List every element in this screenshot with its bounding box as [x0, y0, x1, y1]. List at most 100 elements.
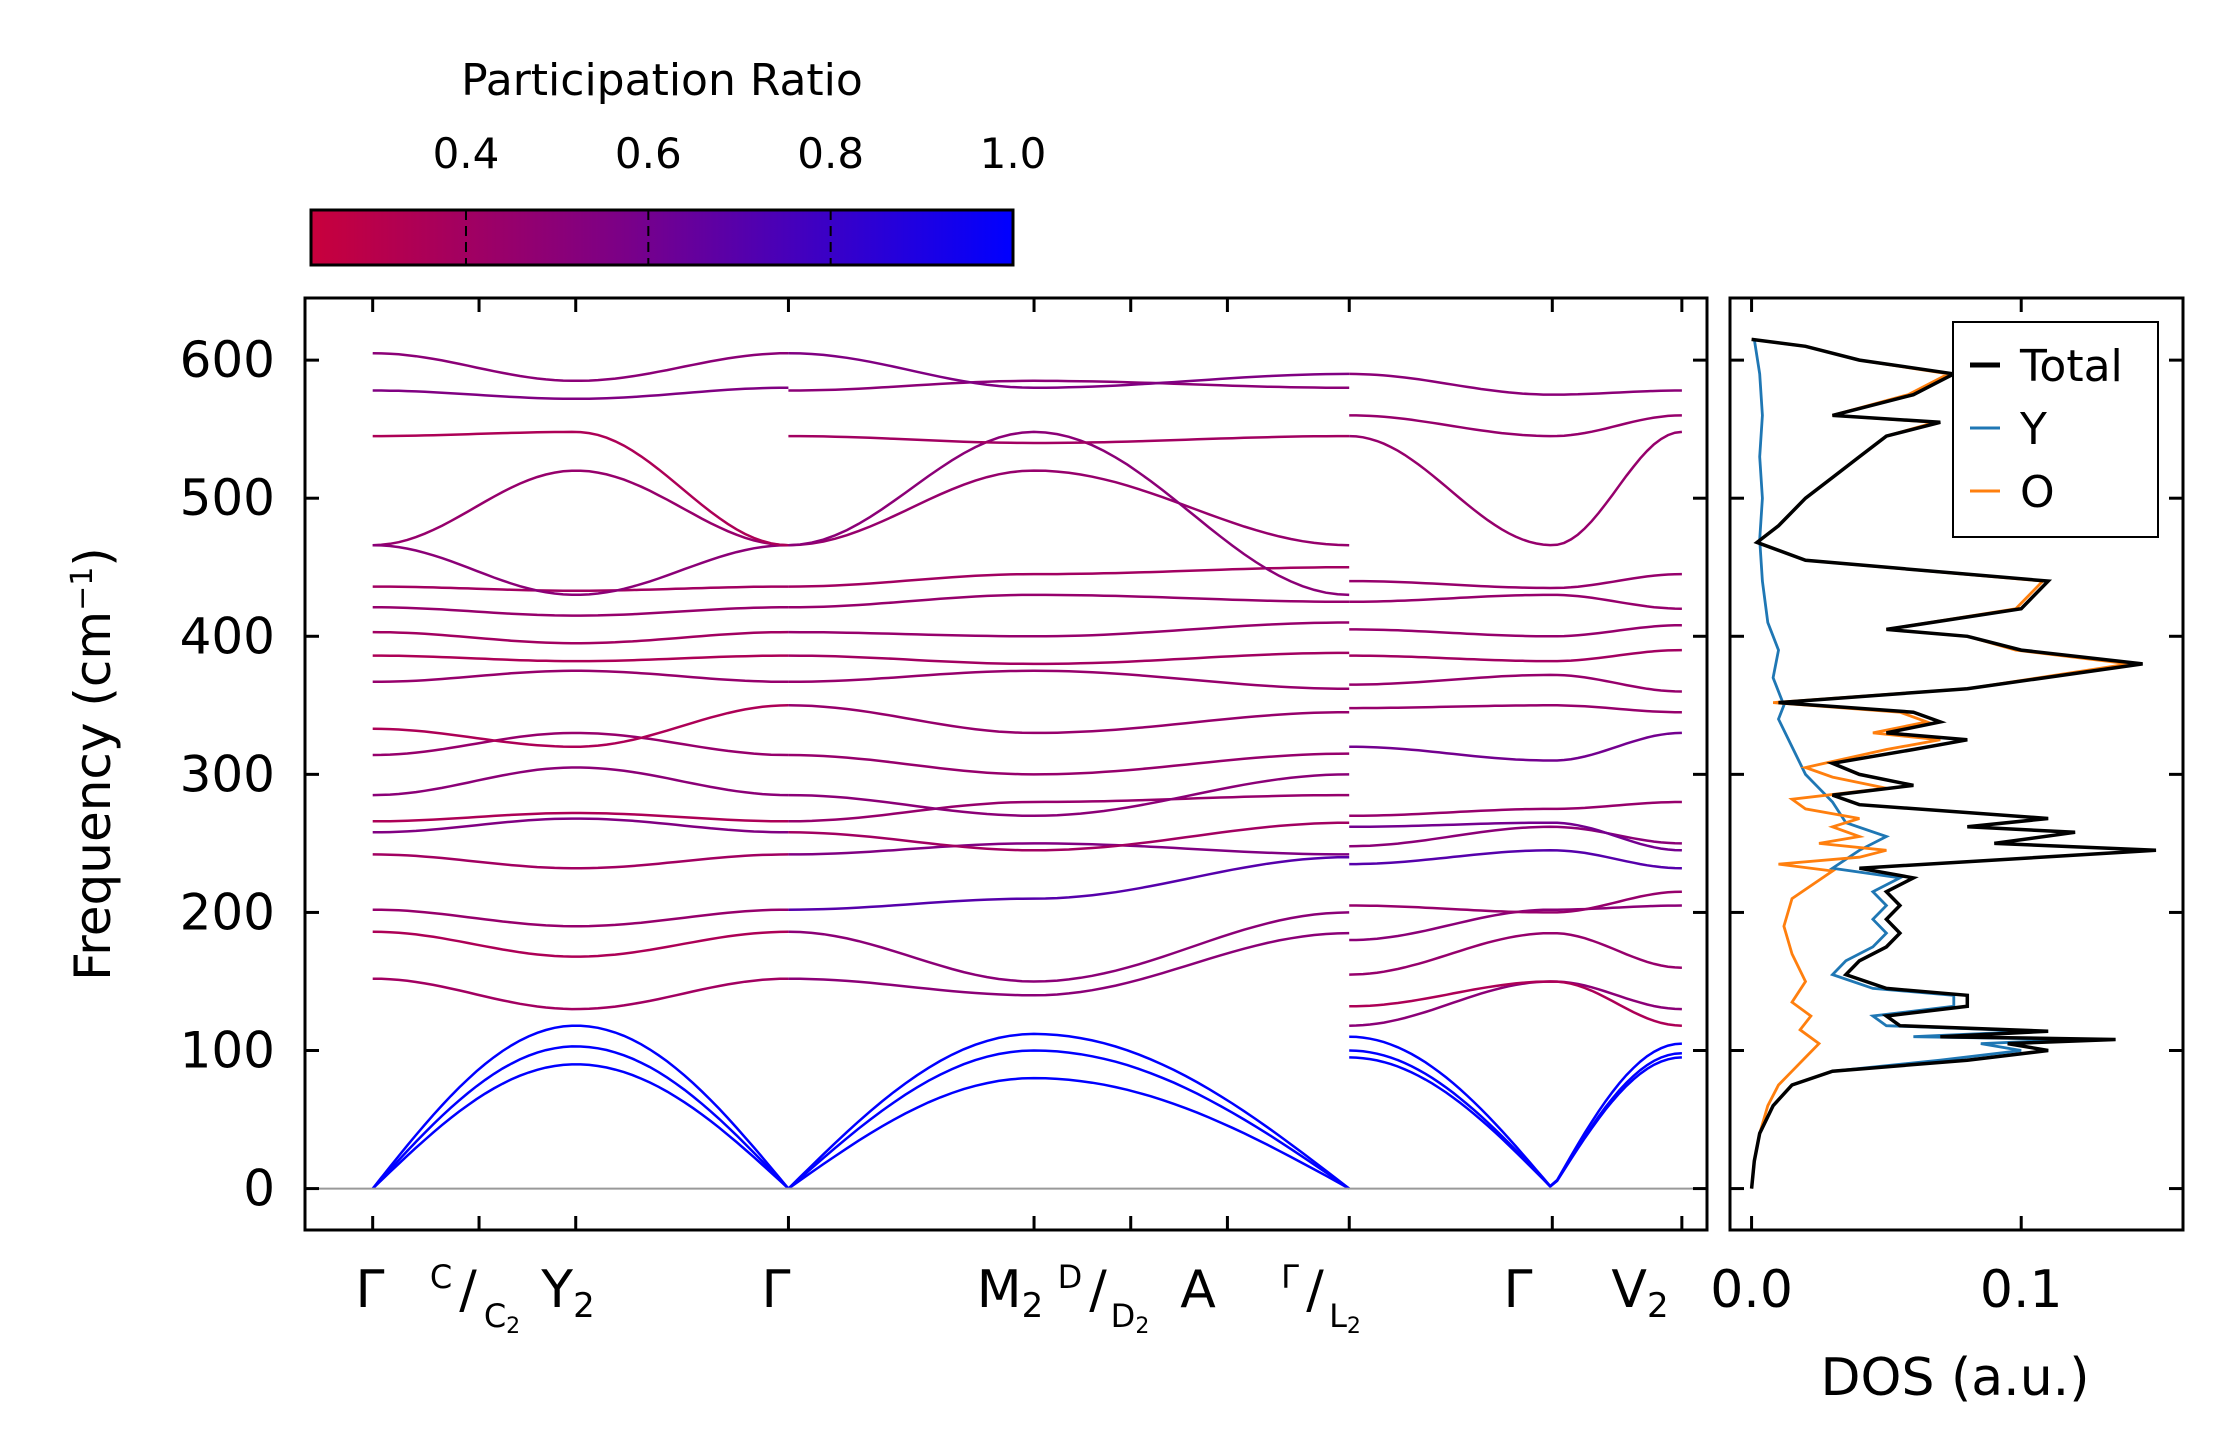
band-structure-frame: [303, 296, 1709, 1232]
optical-band: [788, 351, 1350, 389]
y-axis-label-unit: −1: [65, 567, 100, 611]
optical-band: [788, 434, 1350, 445]
kpoint-label-m2-sub: 2: [1022, 1286, 1044, 1326]
kpoint-label-c2-sub: 2: [506, 1314, 520, 1339]
optical-band: [372, 585, 789, 592]
optical-band: [372, 930, 789, 958]
kpoint-label-d: D: [1058, 1258, 1083, 1296]
optical-band: [788, 565, 1350, 588]
optical-band: [372, 654, 789, 663]
kpoint-label-d-d2: D / D2: [1058, 1258, 1150, 1339]
acoustic-branch: [1349, 1049, 1682, 1189]
dos-legend: Total Y O: [1952, 321, 2159, 538]
y-axis-label-main: Frequency (cm: [64, 611, 122, 981]
kpoint-label-gamma-1: Γ: [356, 1260, 385, 1320]
kpoint-label-gamma-3: Γ: [1504, 1260, 1533, 1320]
y-tick-label: 400: [180, 607, 275, 665]
kpoint-label-l2: L2: [1329, 1297, 1361, 1339]
optical-band: [1349, 593, 1682, 610]
colorbar-tick-label: 0.4: [433, 129, 500, 178]
optical-band: [788, 793, 1350, 823]
optical-band: [372, 386, 789, 401]
y-tick-label: 500: [180, 469, 275, 527]
optical-band: [1349, 825, 1682, 848]
band-x-ticks: [371, 298, 1684, 1230]
kpoint-label-gamma-small: Γ: [1281, 1258, 1299, 1296]
colorbar-tick-label: 1.0: [980, 129, 1047, 178]
colorbar-tick-label: 0.8: [797, 129, 864, 178]
optical-band: [788, 842, 1350, 856]
legend-label-total: Total: [2019, 341, 2123, 392]
optical-band: [1349, 931, 1682, 976]
optical-band: [1349, 414, 1682, 438]
optical-band: [372, 766, 789, 797]
optical-band: [1349, 372, 1682, 396]
optical-band: [372, 543, 789, 597]
legend-label-o: O: [2020, 467, 2055, 518]
dos-x-axis-label: DOS (a.u.): [1821, 1348, 2090, 1408]
dos-lines: [1749, 337, 2157, 1189]
optical-band: [372, 430, 789, 547]
optical-band: [1349, 800, 1682, 818]
optical-band: [1349, 821, 1682, 852]
kpoint-label-y2: Y2: [540, 1260, 594, 1326]
dos-panel: 0.0 0.1 DOS (a.u.) Total Y O: [1710, 296, 2185, 1408]
acoustic-branch: [371, 1063, 790, 1190]
optical-band: [372, 704, 789, 748]
acoustic-branch: [1349, 1056, 1682, 1189]
optical-band: [788, 430, 1350, 597]
optical-band: [1349, 849, 1682, 870]
optical-band: [372, 351, 789, 383]
optical-band: [1349, 623, 1682, 638]
optical-band: [788, 855, 1350, 911]
colorbar-tick-label: 0.6: [615, 129, 682, 178]
optical-band: [1349, 648, 1682, 663]
kpoint-label-m2-letter: M: [977, 1260, 1022, 1320]
colorbar: Participation Ratio 0.4 0.6 0.8 1.0: [309, 55, 1047, 267]
optical-band: [1349, 430, 1683, 547]
optical-band: [1349, 673, 1682, 693]
optical-band: [788, 821, 1350, 852]
optical-band: [372, 630, 789, 645]
kpoint-label-d2-sub: 2: [1135, 1314, 1149, 1339]
kpoint-label-c2-letter: C: [484, 1297, 506, 1335]
acoustic-branch: [371, 1045, 790, 1190]
kpoint-label-c: C: [430, 1258, 452, 1296]
optical-band: [788, 469, 1350, 547]
y-tick-label: 100: [180, 1022, 275, 1080]
kpoint-label-y2-sub: 2: [573, 1286, 595, 1326]
kpoint-label-d2-letter: D: [1111, 1297, 1136, 1335]
dos-frame: [1728, 296, 2185, 1232]
y-tick-label: 200: [180, 883, 275, 941]
optical-band: [372, 853, 789, 870]
optical-band: [372, 811, 789, 823]
kpoint-label-d2: D2: [1111, 1297, 1150, 1339]
optical-band: [1349, 572, 1682, 590]
optical-band: [372, 606, 789, 617]
dos-series-y: [1750, 339, 2076, 1189]
colorbar-title: Participation Ratio: [461, 55, 863, 106]
optical-band: [1349, 980, 1682, 1027]
kpoint-label-l-slash: /: [1306, 1260, 1324, 1320]
kpoint-label-d-slash: /: [1089, 1260, 1107, 1320]
kpoint-label-c2: C2: [484, 1297, 520, 1339]
dos-x-tick-label: 0.1: [1980, 1260, 2063, 1320]
acoustic-branch: [1349, 1035, 1682, 1188]
dos-ticks: 0.0 0.1: [1710, 298, 2183, 1320]
band-y-ticks: 0 100 200 300 400 500 600: [180, 331, 1707, 1218]
acoustic-branch: [787, 1049, 1350, 1190]
optical-band: [1349, 890, 1682, 914]
kpoint-label-gamma-l2: Γ / L2: [1281, 1258, 1361, 1339]
optical-band: [788, 621, 1350, 638]
optical-band: [788, 911, 1350, 983]
kpoint-label-c-c2: C / C2: [430, 1258, 520, 1339]
optical-band: [372, 731, 789, 757]
optical-band: [788, 704, 1350, 735]
optical-band: [372, 977, 789, 1011]
kpoint-label-a: A: [1180, 1260, 1216, 1320]
acoustic-branch: [787, 1076, 1350, 1190]
kpoint-label-m2: M2: [977, 1260, 1044, 1326]
band-structure-panel: 0 100 200 300 400 500 600 Frequency (cm−1) Γ C…: [64, 296, 1709, 1339]
optical-band: [1349, 731, 1682, 762]
